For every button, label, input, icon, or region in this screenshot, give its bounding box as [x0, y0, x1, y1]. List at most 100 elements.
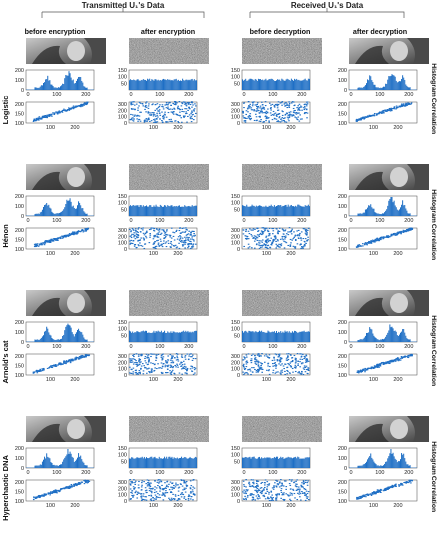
scatter-point: [265, 227, 268, 229]
scatter-point: [187, 247, 189, 249]
histogram-x-tick: 100: [52, 218, 61, 224]
scatter-point: [61, 237, 64, 239]
scatter-point: [56, 111, 58, 113]
scatter-point: [271, 114, 274, 116]
scatter-point: [71, 106, 74, 108]
scatter-point: [172, 361, 175, 363]
scatter-y-tick: 100: [118, 367, 127, 373]
scatter-point: [277, 103, 280, 105]
histogram-bar: [140, 331, 142, 342]
scatter-point: [52, 238, 55, 240]
histogram-bar: [186, 332, 188, 342]
histogram-y-tick: 0: [21, 466, 24, 472]
histogram-bar: [358, 213, 360, 216]
scatter-point: [261, 231, 264, 233]
scatter-point: [55, 490, 57, 492]
scatter-point: [65, 363, 67, 365]
scatter-point: [279, 118, 282, 120]
scatter-point: [36, 118, 38, 121]
scatter-point: [270, 497, 273, 499]
scatter-point: [281, 484, 284, 486]
scatter-point: [146, 364, 149, 366]
scatter-point: [151, 370, 153, 372]
histogram-bar: [299, 331, 301, 342]
scatter-point: [405, 103, 408, 105]
histogram-bar: [256, 206, 258, 216]
scatter-point: [48, 241, 51, 243]
scatter-point: [180, 362, 182, 364]
scatter-y-tick: 200: [231, 108, 240, 114]
scatter-point: [163, 116, 166, 118]
scatter-point: [190, 112, 192, 114]
histogram-bar: [378, 87, 380, 90]
scatter-point: [80, 104, 83, 106]
scatter-point: [135, 490, 137, 492]
scatter-point: [273, 106, 276, 108]
scatter-point: [271, 103, 274, 105]
scatter-point: [252, 102, 254, 104]
scatter-point: [73, 483, 75, 485]
scatter-point: [399, 232, 402, 234]
histogram-bar: [141, 456, 143, 468]
scatter-point: [68, 487, 71, 489]
scatter-point: [280, 491, 283, 493]
scatter-point: [181, 241, 183, 243]
histogram-bar: [187, 80, 189, 90]
histogram-bar: [50, 84, 52, 90]
histogram-bar: [129, 206, 131, 216]
scatter-point: [250, 362, 253, 364]
scatter-point: [271, 494, 273, 496]
histogram-bar: [269, 457, 271, 468]
scatter-point: [129, 228, 131, 231]
scatter-point: [65, 109, 67, 111]
histogram-y-tick: 150: [118, 320, 127, 326]
scatter-point: [185, 366, 187, 368]
scatter-point: [84, 103, 87, 105]
scatter-point: [272, 365, 274, 367]
scatter-point: [243, 498, 245, 500]
scatter-point: [52, 239, 55, 241]
scatter-point: [268, 491, 270, 493]
scatter-point: [140, 354, 142, 356]
scatter-point: [151, 488, 154, 490]
method-label: Hyperchaotic DNA: [1, 454, 10, 520]
scatter-point: [255, 116, 258, 118]
scatter-point: [407, 481, 410, 484]
scatter-point: [59, 236, 62, 238]
scatter-point: [268, 121, 270, 123]
histogram-bar: [369, 75, 371, 90]
scatter-point: [258, 244, 260, 246]
scatter-point: [184, 239, 187, 242]
scatter-point: [408, 229, 410, 231]
scatter-point: [38, 116, 41, 118]
scatter-point: [191, 365, 194, 367]
histogram-bar: [134, 205, 136, 216]
scatter-point: [173, 245, 175, 247]
scatter-y-tick: 200: [338, 480, 347, 486]
scatter-point: [307, 227, 310, 229]
histogram-bar: [63, 334, 65, 342]
scatter-point: [300, 231, 303, 233]
scatter-point: [409, 103, 412, 105]
scatter-point: [393, 485, 395, 487]
scatter-point: [278, 121, 280, 123]
scatter-point: [168, 118, 171, 121]
scatter-point: [256, 108, 258, 110]
scatter-point: [307, 229, 309, 231]
histogram-bar: [140, 457, 142, 468]
scatter-point: [51, 240, 54, 242]
scatter-point: [275, 486, 278, 488]
scatter-point: [75, 233, 77, 235]
scatter-point: [39, 243, 41, 245]
scatter-point: [244, 492, 247, 494]
histogram-bar: [374, 337, 376, 342]
scatter-point: [271, 498, 273, 500]
histogram-bar: [371, 207, 373, 216]
histogram-x-tick: 200: [297, 92, 306, 98]
scatter-point: [162, 356, 165, 358]
scatter-point: [46, 115, 49, 117]
histogram-bar: [173, 457, 175, 468]
scatter-point: [258, 368, 261, 370]
scatter-point: [65, 110, 68, 112]
scatter-point: [168, 234, 171, 236]
